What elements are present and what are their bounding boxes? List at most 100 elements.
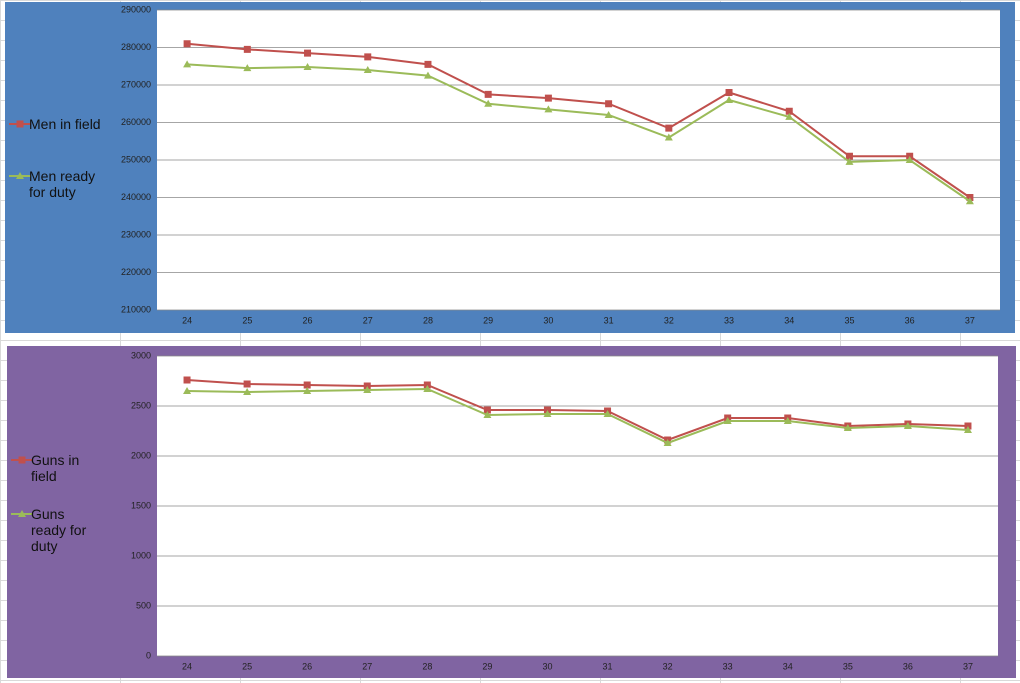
data-point (783, 417, 792, 424)
data-point (723, 417, 732, 424)
x-tick-label: 24 (182, 661, 192, 671)
legend-label: Guns ready for duty (31, 506, 87, 554)
data-point (183, 387, 192, 394)
data-point (423, 71, 432, 79)
x-tick-label: 29 (483, 315, 493, 325)
data-point (304, 49, 312, 57)
data-point (424, 60, 432, 68)
x-tick-label: 34 (783, 661, 793, 671)
x-tick-label: 25 (242, 661, 252, 671)
y-tick-label: 270000 (121, 79, 151, 89)
y-tick-label: 230000 (121, 229, 151, 239)
legend-marker (18, 510, 26, 517)
data-point (665, 124, 673, 132)
legend-symbol (11, 510, 33, 517)
x-tick-label: 33 (723, 661, 733, 671)
data-point (243, 388, 252, 395)
data-point (183, 376, 191, 384)
y-tick-label: 290000 (121, 4, 151, 14)
legend-label: Men in field (29, 116, 101, 132)
x-tick-label: 27 (363, 315, 373, 325)
data-point (603, 410, 612, 417)
data-point (363, 386, 372, 393)
series-line (187, 63, 971, 203)
y-tick-label: 220000 (121, 267, 151, 277)
x-tick-label: 27 (362, 661, 372, 671)
x-tick-label: 24 (182, 315, 192, 325)
legend-symbol (9, 120, 31, 128)
x-tick-label: 32 (663, 661, 673, 671)
data-point (544, 94, 552, 102)
data-point (183, 60, 192, 68)
data-point (845, 152, 853, 160)
data-point (484, 90, 492, 98)
y-tick-label: 280000 (121, 42, 151, 52)
x-tick-label: 31 (604, 315, 614, 325)
x-tick-label: 35 (843, 661, 853, 671)
data-point (785, 107, 793, 115)
legend-marker (18, 456, 26, 464)
data-point (303, 387, 312, 394)
data-point (845, 157, 854, 165)
data-point (604, 111, 613, 118)
data-point (785, 112, 794, 120)
x-tick-label: 31 (603, 661, 613, 671)
x-tick-label: 28 (423, 315, 433, 325)
legend-marker (16, 172, 24, 179)
data-point (903, 422, 912, 429)
y-tick-label: 2000 (131, 450, 151, 460)
data-point (484, 99, 493, 107)
data-point (423, 385, 432, 392)
data-point (963, 426, 972, 433)
x-tick-label: 30 (543, 315, 553, 325)
legend-label: Guns in field (31, 452, 80, 484)
data-point (843, 424, 852, 431)
y-tick-label: 260000 (121, 117, 151, 127)
legend-symbol (9, 172, 31, 179)
y-tick-label: 2500 (131, 400, 151, 410)
x-tick-label: 35 (844, 315, 854, 325)
y-tick-label: 250000 (121, 154, 151, 164)
series-line (187, 387, 969, 445)
y-tick-label: 3000 (131, 350, 151, 360)
data-point (303, 63, 312, 70)
data-point (663, 439, 672, 446)
data-point (363, 66, 372, 73)
y-tick-label: 210000 (121, 304, 151, 314)
y-tick-label: 500 (136, 600, 151, 610)
series-line (187, 42, 971, 199)
data-point (965, 197, 974, 205)
y-tick-label: 1500 (131, 500, 151, 510)
chart: 0 500 1000 1500 2000 2500 3000 24 25 26 27 28 29 30 31… (131, 350, 998, 671)
chart: 210000 220000 230000 240000 250000 260000 2700… (121, 4, 1000, 325)
data-point (605, 100, 613, 108)
x-tick-label: 28 (422, 661, 432, 671)
data-point (725, 89, 733, 96)
data-point (483, 406, 491, 414)
x-tick-label: 26 (303, 315, 313, 325)
data-point (183, 40, 191, 48)
legend-marker (16, 120, 24, 128)
data-point (664, 133, 673, 141)
data-point (243, 64, 252, 72)
data-point (243, 45, 251, 53)
data-point (243, 380, 251, 388)
x-tick-label: 34 (784, 315, 794, 325)
data-point (364, 53, 372, 61)
x-tick-label: 29 (482, 661, 492, 671)
x-tick-label: 37 (963, 661, 973, 671)
x-tick-label: 25 (242, 315, 252, 325)
x-tick-label: 32 (664, 315, 674, 325)
x-tick-label: 33 (724, 315, 734, 325)
legend-symbol (11, 456, 33, 464)
data-point (905, 156, 914, 163)
y-tick-label: 240000 (121, 192, 151, 202)
y-tick-label: 0 (146, 650, 151, 660)
y-tick-label: 1000 (131, 550, 151, 560)
x-tick-label: 30 (542, 661, 552, 671)
x-tick-label: 36 (903, 661, 913, 671)
series-line (186, 379, 968, 442)
data-point (725, 96, 734, 103)
chart-panel: 0 500 1000 1500 2000 2500 3000 24 25 26 27 28 29 30 31… (7, 346, 1016, 678)
